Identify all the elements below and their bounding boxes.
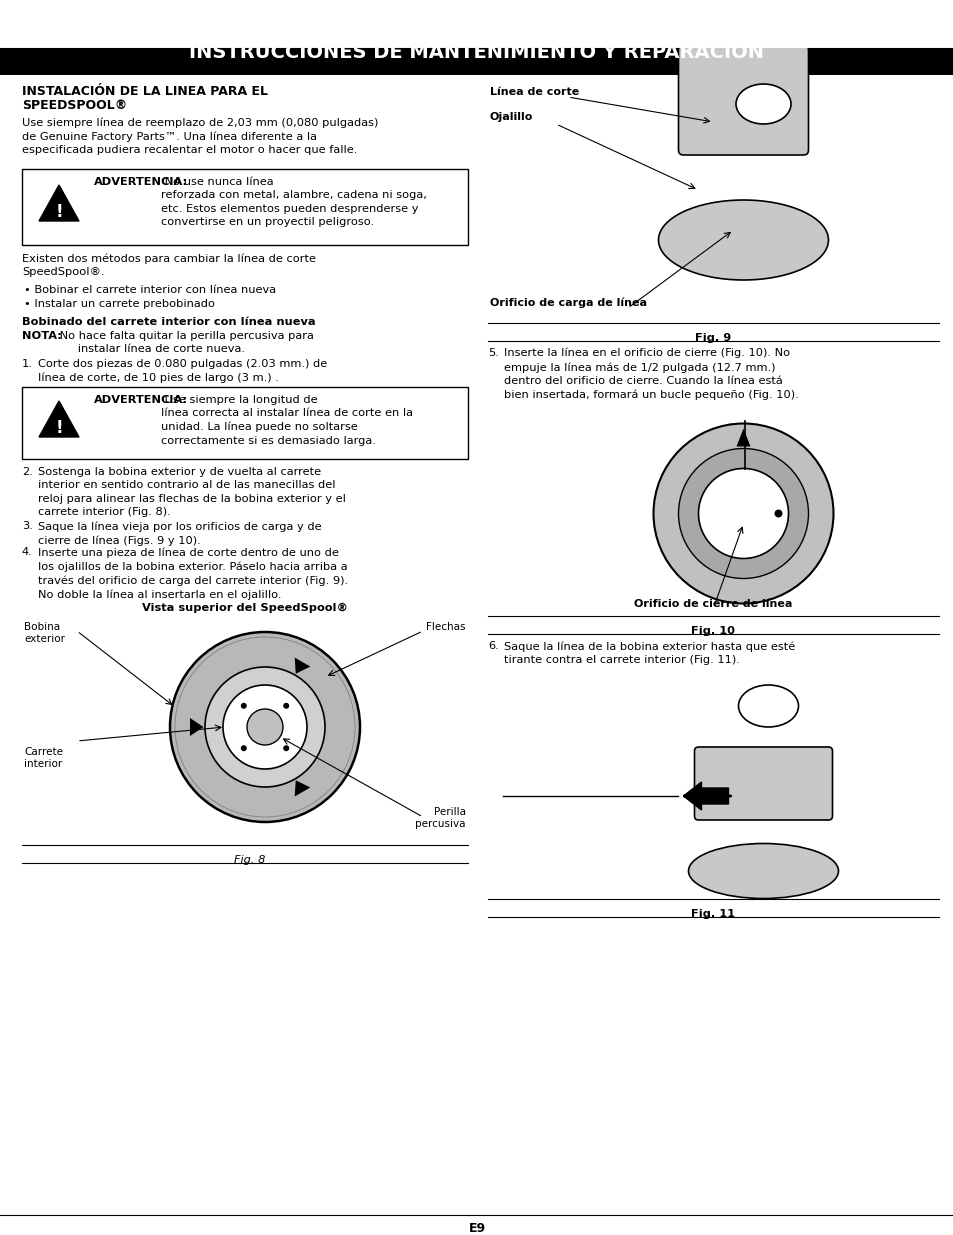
Text: Vista superior del SpeedSpool®: Vista superior del SpeedSpool® xyxy=(142,603,348,613)
Text: Bobina
exterior: Bobina exterior xyxy=(24,622,65,643)
Text: Saque la línea vieja por los orificios de carga y de
cierre de línea (Figs. 9 y : Saque la línea vieja por los orificios d… xyxy=(38,521,321,546)
Text: No use nunca línea
reforzada con metal, alambre, cadena ni soga,
etc. Estos elem: No use nunca línea reforzada con metal, … xyxy=(161,177,426,227)
FancyBboxPatch shape xyxy=(694,747,832,820)
Text: Línea de corte: Línea de corte xyxy=(490,86,578,98)
Ellipse shape xyxy=(658,200,827,280)
Text: Inserte la línea en el orificio de cierre (Fig. 10). No
empuje la línea más de 1: Inserte la línea en el orificio de cierr… xyxy=(503,348,798,400)
Text: NOTA:: NOTA: xyxy=(22,331,62,341)
Text: Saque la línea de la bobina exterior hasta que esté
tirante contra el carrete in: Saque la línea de la bobina exterior has… xyxy=(503,641,795,664)
Text: Ojalillo: Ojalillo xyxy=(490,112,533,122)
Bar xyxy=(0,30,953,75)
Text: 4.: 4. xyxy=(22,547,32,557)
Circle shape xyxy=(205,667,325,787)
Text: ADVERTENCIA:: ADVERTENCIA: xyxy=(94,177,188,186)
Text: 2.: 2. xyxy=(22,467,32,477)
Circle shape xyxy=(653,424,833,604)
Bar xyxy=(22,387,468,459)
Text: 1.: 1. xyxy=(22,359,32,369)
Text: 5.: 5. xyxy=(488,348,498,358)
Text: Fig. 11: Fig. 11 xyxy=(691,909,735,919)
Circle shape xyxy=(283,703,289,709)
Text: Perilla
percusiva: Perilla percusiva xyxy=(416,806,465,829)
Text: • Bobinar el carrete interior con línea nueva: • Bobinar el carrete interior con línea … xyxy=(24,285,275,295)
Text: Carrete
interior: Carrete interior xyxy=(24,747,63,768)
Text: 3.: 3. xyxy=(22,521,32,531)
Text: Sostenga la bobina exterior y de vuelta al carrete
interior en sentido contrario: Sostenga la bobina exterior y de vuelta … xyxy=(38,467,346,517)
Polygon shape xyxy=(39,185,79,221)
Text: ADVERTENCIA:: ADVERTENCIA: xyxy=(94,395,188,405)
Ellipse shape xyxy=(738,685,798,727)
Text: Fig. 8: Fig. 8 xyxy=(234,855,265,864)
FancyArrow shape xyxy=(682,782,728,810)
Text: No hace falta quitar la perilla percusiva para
      instalar línea de corte nue: No hace falta quitar la perilla percusiv… xyxy=(56,331,314,354)
Polygon shape xyxy=(736,429,750,447)
Circle shape xyxy=(678,448,807,578)
Polygon shape xyxy=(39,401,79,437)
Circle shape xyxy=(223,685,307,769)
Text: Orificio de cierre de línea: Orificio de cierre de línea xyxy=(634,599,792,609)
Text: Use siempre la longitud de
línea correcta al instalar línea de corte en la
unida: Use siempre la longitud de línea correct… xyxy=(161,395,413,446)
Text: Use siempre línea de reemplazo de 2,03 mm (0,080 pulgadas)
de Genuine Factory Pa: Use siempre línea de reemplazo de 2,03 m… xyxy=(22,117,378,156)
Text: Fig. 9: Fig. 9 xyxy=(695,333,731,343)
Text: Flechas: Flechas xyxy=(426,622,465,632)
Polygon shape xyxy=(294,657,310,674)
Text: • Instalar un carrete prebobinado: • Instalar un carrete prebobinado xyxy=(24,299,214,309)
Bar xyxy=(22,169,468,245)
Circle shape xyxy=(774,510,781,517)
Text: Orificio de carga de línea: Orificio de carga de línea xyxy=(490,298,646,309)
Text: Inserte una pieza de línea de corte dentro de uno de
los ojalillos de la bobina : Inserte una pieza de línea de corte dent… xyxy=(38,547,348,600)
Polygon shape xyxy=(190,718,203,736)
Circle shape xyxy=(247,709,283,745)
Text: E9: E9 xyxy=(468,1223,485,1235)
FancyBboxPatch shape xyxy=(678,44,807,156)
Ellipse shape xyxy=(688,844,838,899)
Text: 6.: 6. xyxy=(488,641,498,651)
Text: Bobinado del carrete interior con línea nueva: Bobinado del carrete interior con línea … xyxy=(22,317,315,327)
Text: INSTALACIÓN DE LA LINEA PARA EL: INSTALACIÓN DE LA LINEA PARA EL xyxy=(22,85,268,98)
Circle shape xyxy=(240,745,247,751)
Text: SPEEDSPOOL®: SPEEDSPOOL® xyxy=(22,99,127,112)
Text: INSTRUCCIONES DE MANTENIMIENTO Y REPARACION: INSTRUCCIONES DE MANTENIMIENTO Y REPARAC… xyxy=(190,43,763,62)
Ellipse shape xyxy=(735,84,790,124)
Text: !: ! xyxy=(55,419,63,437)
Circle shape xyxy=(170,632,359,823)
Circle shape xyxy=(698,468,788,558)
Text: Corte dos piezas de 0.080 pulgadas (2.03 mm.) de
línea de corte, de 10 pies de l: Corte dos piezas de 0.080 pulgadas (2.03… xyxy=(38,359,327,383)
Text: Fig. 10: Fig. 10 xyxy=(691,626,735,636)
Text: !: ! xyxy=(55,203,63,221)
Circle shape xyxy=(240,703,247,709)
Circle shape xyxy=(283,745,289,751)
Text: Existen dos métodos para cambiar la línea de corte
SpeedSpool®.: Existen dos métodos para cambiar la líne… xyxy=(22,253,315,277)
Polygon shape xyxy=(294,781,310,797)
